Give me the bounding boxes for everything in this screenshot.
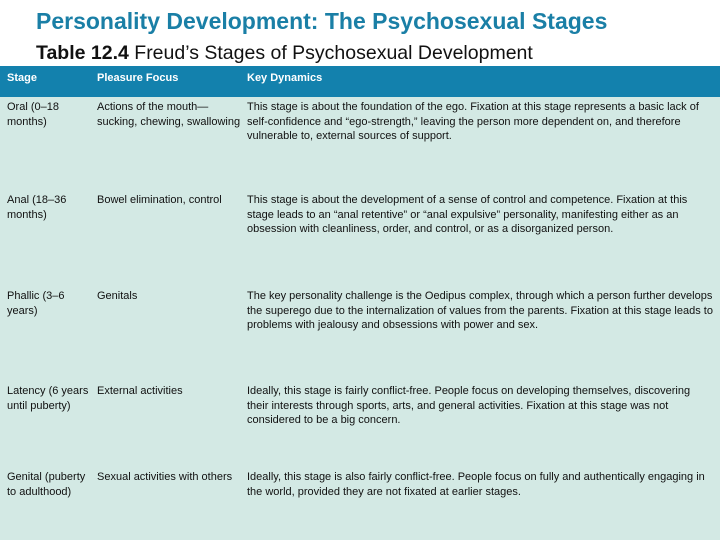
cell-stage: Phallic (3–6 years) (7, 290, 65, 317)
table-header-row: Stage Pleasure Focus Key Dynamics (0, 66, 720, 97)
cell-key-dynamics: Ideally, this stage is fairly conflict-f… (247, 385, 691, 426)
cell-pleasure-focus: Genitals (97, 290, 138, 302)
table-caption: Table 12.4 Freud’s Stages of Psychosexua… (36, 42, 533, 65)
cell-key-dynamics: Ideally, this stage is also fairly confl… (247, 471, 705, 498)
table-caption-number: Table 12.4 (36, 42, 129, 64)
table-caption-text: Freud’s Stages of Psychosexual Developme… (134, 42, 533, 64)
cell-stage: Anal (18–36 months) (7, 194, 67, 221)
cell-key-dynamics: This stage is about the development of a… (247, 194, 688, 235)
cell-stage: Oral (0–18 months) (7, 101, 59, 128)
header-stage: Stage (7, 72, 37, 84)
cell-pleasure-focus: External activities (97, 385, 183, 397)
stages-table: Stage Pleasure Focus Key Dynamics Oral (… (0, 66, 720, 540)
cell-stage: Latency (6 years until puberty) (7, 385, 89, 412)
slide-title: Personality Development: The Psychosexua… (36, 8, 608, 34)
header-pleasure-focus: Pleasure Focus (97, 72, 179, 84)
cell-pleasure-focus: Sexual activities with others (97, 471, 233, 483)
cell-stage: Genital (puberty to adulthood) (7, 471, 86, 498)
cell-key-dynamics: This stage is about the foundation of th… (247, 101, 699, 142)
cell-key-dynamics: The key personality challenge is the Oed… (247, 290, 713, 331)
cell-pleasure-focus: Actions of the mouth—sucking, chewing, s… (97, 101, 241, 128)
cell-pleasure-focus: Bowel elimination, control (97, 194, 222, 206)
header-key-dynamics: Key Dynamics (247, 72, 323, 84)
